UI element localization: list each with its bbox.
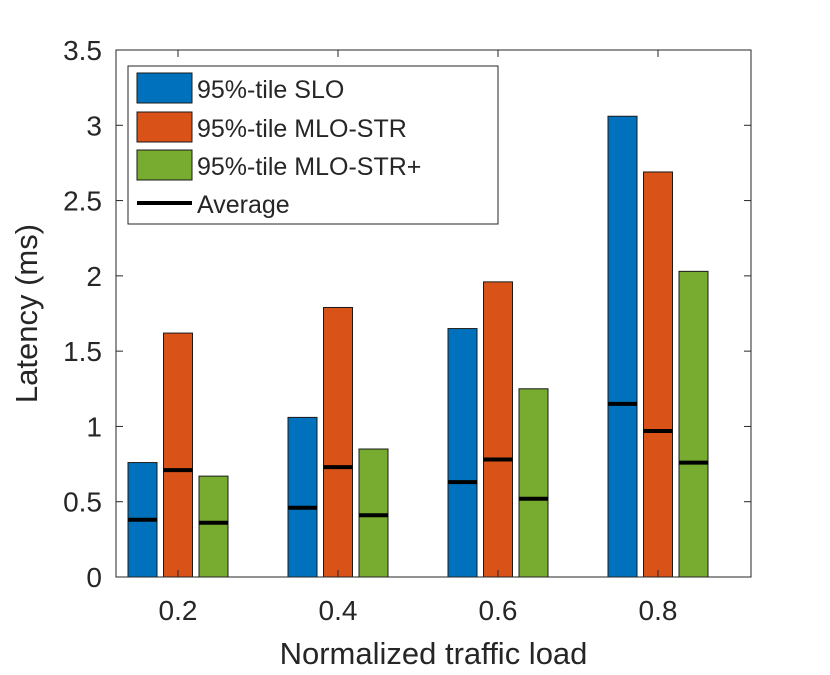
axes-layer: 0 0.5 1 1.5 2 2.5 3 3.5 0.2 0.4 0.6 0.8 [63,35,751,626]
plot-frame [115,49,752,578]
bar-2-0.6 [483,281,513,578]
x-tick-label: 0.6 [479,595,518,626]
y-tick-label: 2 [86,261,102,292]
bar-1-0.8 [607,115,638,578]
bar-2-0.4 [323,306,353,578]
y-tick-label: 3.5 [63,35,102,66]
y-tick-label: 0.5 [63,487,102,518]
x-tick-label: 0.2 [159,595,198,626]
legend-label-average: Average [197,191,290,219]
y-tick-label: 3 [86,110,102,141]
legend-swatch-3 [136,149,193,181]
bar-2-0.2 [163,332,193,578]
x-axis-label: Normalized traffic load [280,636,588,671]
y-tick-label: 0 [86,562,102,593]
legend-swatch-1 [136,72,193,104]
bar-3-0.6 [518,388,549,578]
x-tick-label: 0.4 [319,595,358,626]
y-tick-label: 1 [86,411,102,442]
y-tick-label: 1.5 [63,336,102,367]
bars-layer [127,115,709,578]
x-tick-label: 0.8 [639,595,678,626]
y-tick-label: 2.5 [63,186,102,217]
bar-3-0.2 [198,475,229,578]
bar-1-0.4 [287,416,318,578]
y-axis-label: Latency (ms) [9,224,44,403]
bar-3-0.4 [358,448,389,578]
bar-1-0.6 [447,328,478,578]
bar-2-0.8 [643,171,673,578]
bar-3-0.8 [678,270,709,578]
legend: 95%-tile SLO 95%-tile MLO-STR 95%-tile MLO… [127,65,499,225]
legend-swatch-2 [136,111,193,143]
legend-label-2: 95%-tile MLO-STR [197,115,407,143]
legend-label-3: 95%-tile MLO-STR+ [197,153,421,181]
legend-label-1: 95%-tile SLO [197,76,344,104]
